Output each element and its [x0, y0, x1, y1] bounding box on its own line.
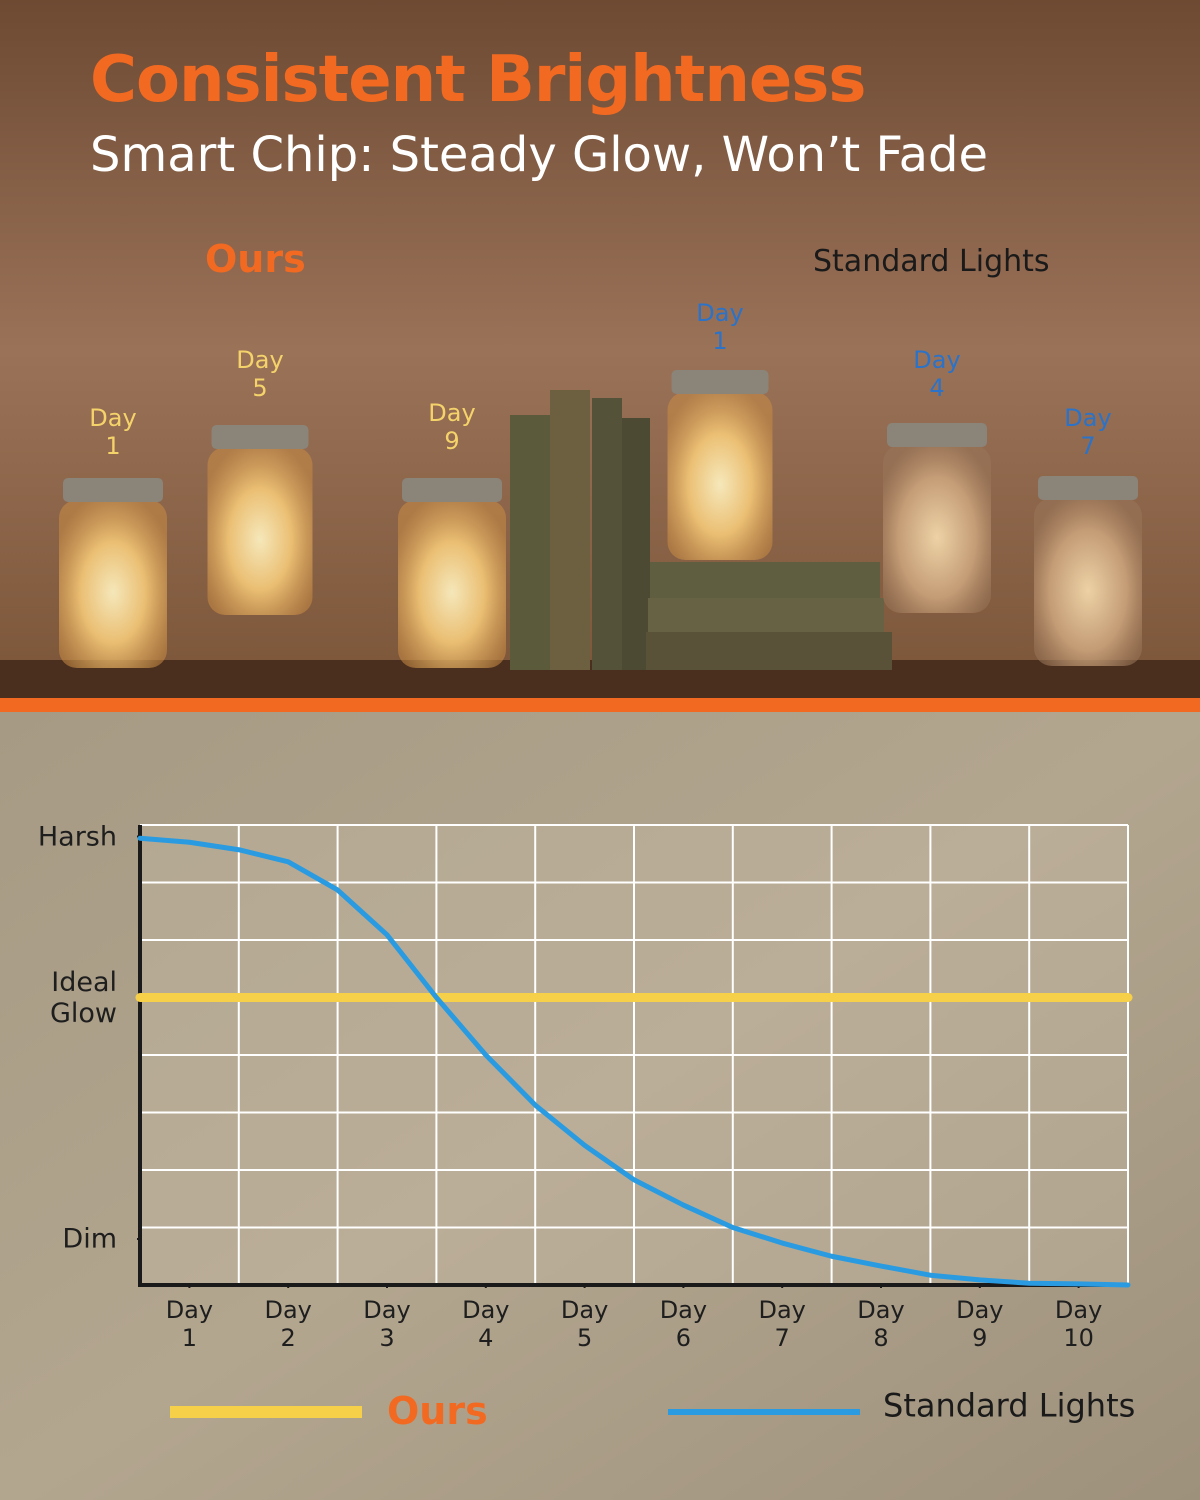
jar-lid: [671, 370, 769, 394]
x-tick-label: Day 8: [857, 1296, 905, 1352]
x-tick-label: Day 2: [264, 1296, 312, 1352]
series-line: [137, 835, 1131, 1288]
jar-glass: [1034, 498, 1142, 666]
jar: [1034, 476, 1142, 666]
jar-lid: [211, 425, 309, 449]
x-tick-label: Day 6: [659, 1296, 708, 1352]
y-tick-label: Dim: [62, 1223, 117, 1255]
divider: [0, 698, 1200, 712]
legend-label: Ours: [387, 1389, 488, 1434]
jar-day-label: Day 4: [913, 346, 961, 402]
y-tick-label: Harsh: [37, 820, 117, 852]
books: [510, 390, 892, 670]
standard-label: Standard Lights: [813, 244, 1050, 279]
jar: [59, 478, 167, 668]
subtitle: Smart Chip: Steady Glow, Won’t Fade: [90, 127, 989, 183]
x-tick-label: Day 10: [1054, 1296, 1103, 1352]
jar: [667, 370, 773, 560]
x-tick-label: Day 1: [165, 1296, 214, 1352]
title: Consistent Brightness: [90, 43, 866, 117]
jar-day-label: Day 1: [696, 299, 744, 355]
jar-day-label: Day 1: [89, 404, 137, 460]
jar-day-label: Day 9: [428, 399, 476, 455]
jar-glass: [883, 445, 991, 613]
jar-glass: [667, 392, 773, 560]
x-tick-label: Day 9: [956, 1296, 1004, 1352]
jar-lid: [1038, 476, 1138, 500]
jar: [883, 423, 991, 613]
jar-day-label: Day 5: [236, 346, 284, 402]
legend-label: Standard Lights: [883, 1386, 1136, 1425]
jar-lid: [402, 478, 502, 502]
jar: [398, 478, 506, 668]
jar-glass: [398, 500, 506, 668]
ours-label: Ours: [205, 237, 306, 281]
jar-lid: [887, 423, 987, 447]
x-tick-label: Day 7: [758, 1296, 806, 1352]
x-tick-label: Day 4: [462, 1296, 510, 1352]
jar-lid: [63, 478, 163, 502]
x-tick-label: Day 5: [560, 1296, 609, 1352]
jar-day-label: Day 7: [1064, 404, 1112, 460]
jar: [207, 425, 313, 615]
jar-glass: [207, 447, 313, 615]
x-tick-label: Day 3: [363, 1296, 411, 1352]
jar-glass: [59, 500, 167, 668]
y-tick-label: Ideal Glow: [49, 966, 117, 1029]
